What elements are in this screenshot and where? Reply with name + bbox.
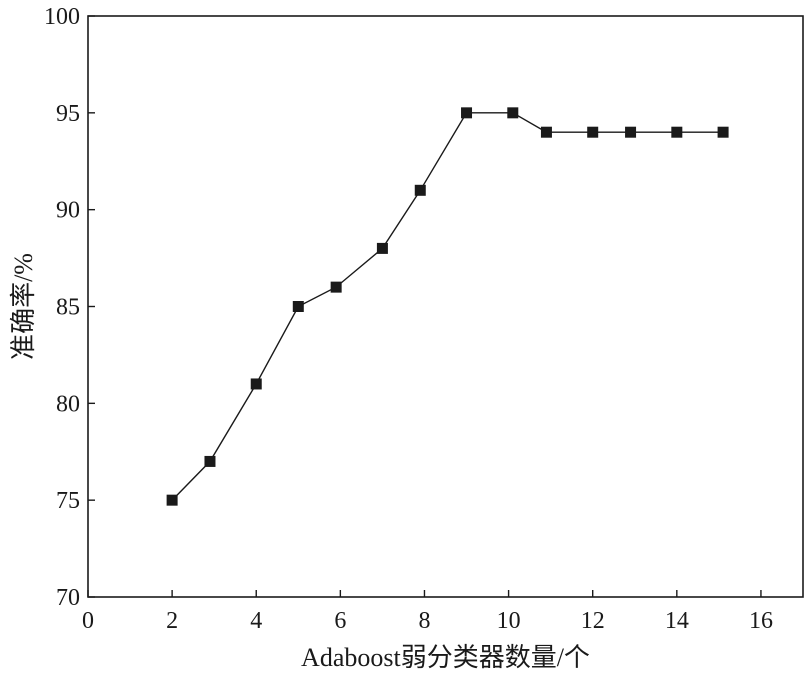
x-tick-label: 12: [581, 608, 605, 634]
x-tick-label: 16: [749, 608, 773, 634]
y-tick-label: 75: [56, 488, 80, 514]
data-point: [717, 126, 729, 138]
y-tick-label: 70: [56, 585, 80, 611]
y-tick-label: 100: [44, 4, 80, 30]
y-tick-label: 90: [56, 198, 80, 224]
data-point: [250, 378, 262, 390]
x-tick-label: 0: [82, 608, 94, 634]
series-layer: [166, 107, 729, 506]
x-tick-label: 14: [665, 608, 689, 634]
x-axis-label: Adaboost弱分类器数量/个: [301, 643, 590, 672]
y-tick-label: 85: [56, 295, 80, 321]
x-tick-label: 2: [166, 608, 178, 634]
y-tick-label: 95: [56, 101, 80, 127]
axes: [87, 15, 804, 598]
x-tick-label: 4: [250, 608, 262, 634]
x-tick-label: 10: [497, 608, 521, 634]
series-line: [171, 112, 724, 501]
data-point: [204, 455, 216, 467]
x-tick-label: 6: [334, 608, 346, 634]
plot-frame: [87, 15, 804, 598]
data-point: [414, 184, 426, 196]
data-point: [166, 494, 178, 506]
data-point: [461, 107, 473, 119]
data-point: [587, 126, 599, 138]
data-point: [625, 126, 637, 138]
data-point: [671, 126, 683, 138]
data-point: [507, 107, 519, 119]
data-point: [292, 301, 304, 312]
data-point: [540, 126, 552, 138]
data-point: [376, 242, 388, 254]
ticks: 0 2 4 6 8 10 12 14 16 70 75 80 85 90 95 100: [44, 4, 773, 634]
y-tick-label: 80: [56, 391, 80, 417]
x-tick-label: 8: [418, 608, 430, 634]
data-point: [330, 281, 342, 293]
y-axis-label: 准确率/%: [9, 253, 38, 360]
